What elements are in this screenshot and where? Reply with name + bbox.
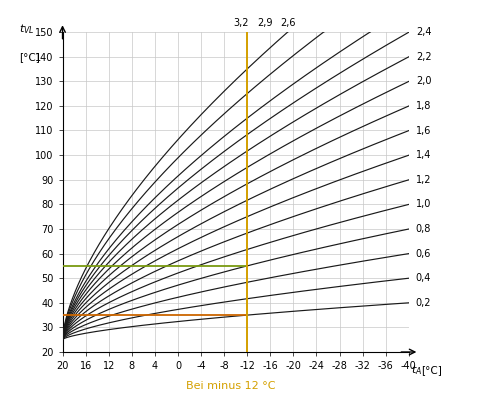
Text: [°C]: [°C] <box>420 365 441 375</box>
Text: 0,4: 0,4 <box>415 273 430 283</box>
Text: 1,6: 1,6 <box>415 126 430 136</box>
Text: $t_A$: $t_A$ <box>410 363 421 377</box>
Text: 2,9: 2,9 <box>256 18 272 28</box>
Text: 2,2: 2,2 <box>415 52 431 62</box>
Text: 2,6: 2,6 <box>279 18 295 28</box>
Text: 0,6: 0,6 <box>415 249 430 259</box>
Text: 1,8: 1,8 <box>415 101 430 111</box>
Text: 2,0: 2,0 <box>415 76 431 86</box>
Text: 1,2: 1,2 <box>415 175 431 185</box>
Text: 0,8: 0,8 <box>415 224 430 234</box>
Text: 1,4: 1,4 <box>415 150 430 160</box>
Text: 2,4: 2,4 <box>415 27 431 37</box>
Text: 3,2: 3,2 <box>233 18 249 28</box>
Text: $t_{VL}$: $t_{VL}$ <box>19 22 35 36</box>
Text: [°C]: [°C] <box>19 52 40 62</box>
Text: Bei minus 12 °C: Bei minus 12 °C <box>186 381 275 391</box>
Text: 0,2: 0,2 <box>415 298 431 308</box>
Text: 1,0: 1,0 <box>415 199 430 209</box>
